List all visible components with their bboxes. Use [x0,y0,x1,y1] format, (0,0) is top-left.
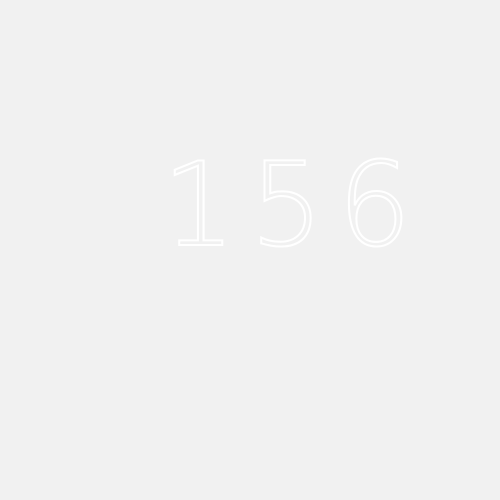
number-display: 156 [161,138,426,273]
